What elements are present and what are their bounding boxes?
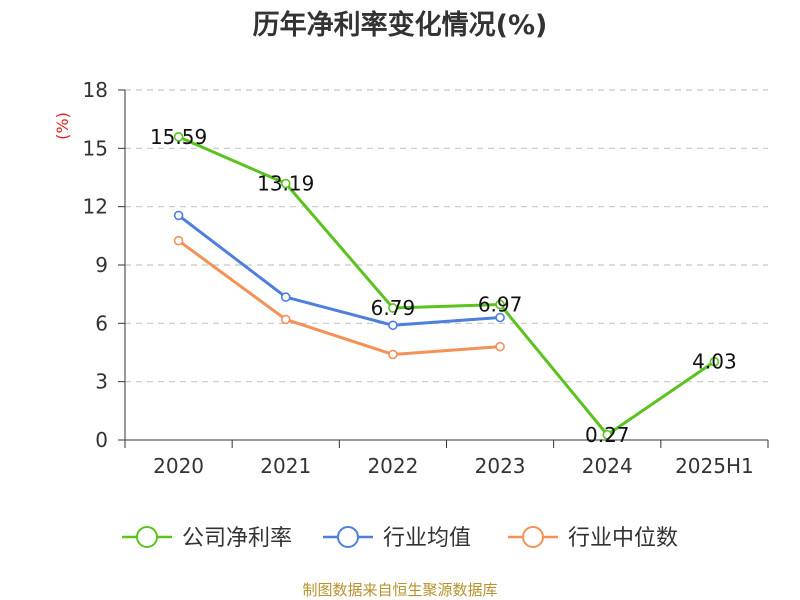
data-labels: 15.59 13.19 6.79 6.97 0.27 4.03 bbox=[150, 125, 737, 447]
x-tick-label: 2024 bbox=[582, 454, 633, 478]
legend-swatch-marker bbox=[337, 526, 359, 548]
data-label: 15.59 bbox=[150, 125, 207, 149]
y-tick-label: 6 bbox=[95, 311, 108, 335]
legend-label: 行业中位数 bbox=[568, 526, 678, 551]
series-layer bbox=[173, 132, 720, 440]
data-label: 6.79 bbox=[371, 296, 416, 320]
legend: 公司净利率 行业均值 行业中位数 bbox=[122, 526, 678, 551]
legend-swatch-marker bbox=[136, 526, 158, 548]
data-point bbox=[388, 303, 398, 313]
series-line bbox=[177, 239, 501, 356]
y-tick-label: 0 bbox=[95, 428, 108, 452]
legend-swatch-marker bbox=[522, 526, 544, 548]
data-point bbox=[709, 356, 720, 367]
data-point bbox=[173, 235, 184, 246]
data-label: 4.03 bbox=[692, 350, 737, 374]
series-2 bbox=[173, 235, 505, 360]
y-tick-label: 12 bbox=[83, 195, 108, 219]
data-point bbox=[388, 320, 398, 331]
series-0 bbox=[173, 132, 720, 440]
source-note: 制图数据来自恒生聚源数据库 bbox=[302, 581, 497, 599]
data-label: 13.19 bbox=[257, 172, 314, 196]
data-point bbox=[280, 314, 291, 325]
x-tick-label: 2022 bbox=[367, 454, 418, 478]
y-tick-label: 15 bbox=[83, 136, 108, 160]
series-line bbox=[177, 214, 501, 327]
data-label: 6.97 bbox=[478, 292, 523, 316]
legend-item: 行业中位数 bbox=[508, 526, 678, 551]
y-tick-label: 9 bbox=[95, 253, 108, 277]
x-tick-label: 2021 bbox=[260, 454, 311, 478]
series-1 bbox=[173, 210, 505, 331]
legend-label: 行业均值 bbox=[383, 526, 471, 551]
data-point bbox=[388, 349, 398, 360]
legend-item: 公司净利率 bbox=[122, 526, 292, 551]
y-tick-label: 3 bbox=[95, 370, 108, 394]
data-point bbox=[495, 299, 505, 310]
y-tick-label: 18 bbox=[83, 78, 108, 102]
x-tick-label: 2023 bbox=[475, 454, 526, 478]
grid-lines bbox=[125, 89, 768, 383]
legend-item: 行业均值 bbox=[323, 526, 471, 551]
series-line bbox=[177, 135, 716, 437]
data-point bbox=[495, 341, 505, 352]
chart-title: 历年净利率变化情况(%) bbox=[253, 9, 548, 41]
data-point bbox=[280, 178, 291, 189]
data-point bbox=[602, 429, 613, 440]
x-tick-label: 2020 bbox=[153, 454, 204, 478]
data-point bbox=[495, 312, 505, 323]
data-point bbox=[173, 132, 184, 142]
data-point bbox=[280, 292, 291, 302]
data-label: 0.27 bbox=[585, 423, 630, 447]
legend-label: 公司净利率 bbox=[182, 526, 292, 551]
y-axis-label: (%) bbox=[53, 112, 72, 140]
x-tick-label: 2025H1 bbox=[675, 454, 754, 478]
axes: 0 3 6 9 12 15 18 2020 2021 2022 2023 2024 2025H1 bbox=[83, 78, 769, 478]
data-point bbox=[173, 210, 184, 221]
